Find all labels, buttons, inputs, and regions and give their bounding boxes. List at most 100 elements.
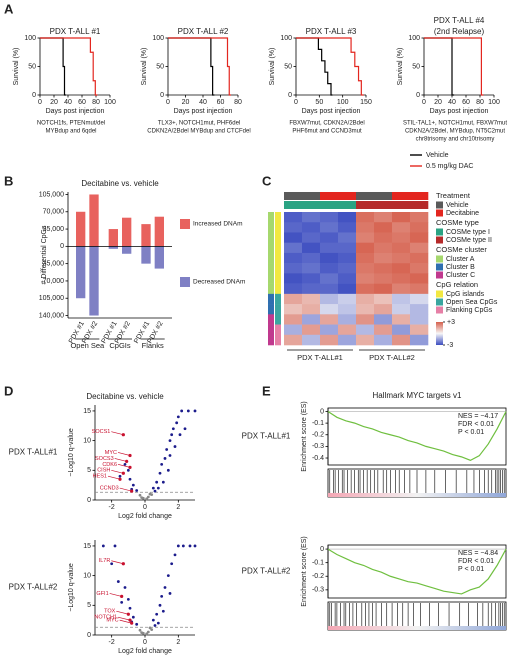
annotation: CDKN2A/2Bdel MYBdup and CTCFdel [147, 129, 250, 135]
y-tick-label: -0.3 [312, 587, 324, 594]
point [163, 457, 167, 460]
point [155, 612, 159, 616]
series-line [424, 37, 484, 96]
y-tick-label: -0.3 [312, 443, 324, 450]
column-annotation [410, 201, 429, 209]
x-tick-label: 40 [448, 99, 456, 106]
heatmap-cell [410, 252, 429, 264]
row-annotation [275, 283, 281, 295]
heatmap-cell [410, 334, 429, 346]
panel-label: E [262, 383, 271, 398]
highlight-leader [111, 431, 124, 436]
heatmap-cell [320, 324, 339, 336]
x-tick-label: -2 [109, 639, 115, 646]
x-tick-label: 2 [176, 504, 180, 511]
legend-label: COSMe type II [446, 237, 492, 244]
highlight-label: CCND3 [100, 486, 119, 492]
x-label: PDX T-ALL#1 [297, 353, 343, 362]
point [175, 421, 179, 425]
heatmap-cell [374, 242, 393, 254]
heatmap-cell [284, 314, 303, 325]
highlight-point [121, 471, 125, 475]
point [160, 462, 164, 466]
heatmap-cell [410, 232, 429, 243]
highlight-label: NOTCH1 [94, 615, 117, 621]
bar [122, 217, 132, 247]
highlight-point [121, 562, 125, 566]
heatmap-cell [284, 324, 303, 336]
point [155, 480, 159, 484]
annotation: STIL-TAL1+, NOTCH1mut, FBXW7mut [403, 121, 507, 127]
y-tick-label: 0 [320, 408, 324, 415]
point [193, 544, 197, 548]
chart-title: PDX T-ALL #2 [178, 27, 229, 36]
heatmap-cell [392, 293, 411, 305]
point [158, 603, 162, 607]
heatmap-cell [302, 212, 321, 223]
y-tick-label: 50 [412, 63, 420, 70]
point [110, 562, 114, 566]
x-tick-label: 80 [234, 99, 242, 106]
annotation: P < 0.01 [458, 429, 484, 436]
heatmap-cell [374, 334, 393, 346]
heatmap-cell [410, 293, 429, 305]
x-axis-label: Days post injection [430, 108, 489, 115]
heatmap-cell [302, 293, 321, 305]
point [116, 580, 120, 583]
chart-title: PDX T-ALL #3 [306, 27, 357, 36]
point [170, 433, 174, 437]
highlight-leader [119, 619, 132, 624]
point [150, 628, 154, 632]
barcode-frame [327, 601, 507, 631]
point [173, 445, 177, 448]
y-tick-label: 5 [87, 602, 91, 609]
point [160, 595, 164, 598]
point [151, 618, 155, 622]
highlight-point [126, 612, 130, 616]
x-tick-label: 80 [92, 99, 100, 106]
row-annotation [268, 252, 274, 264]
highlight-label: MYC [105, 450, 117, 456]
annotation: FDR < 0.01 [458, 558, 494, 565]
y-axis-label: Survival (%) [13, 48, 20, 86]
group-label: Open Sea [70, 341, 105, 350]
highlight-point [121, 433, 125, 437]
heatmap-cell [320, 304, 339, 315]
column-annotation [392, 201, 411, 209]
y-tick-label: 0 [416, 92, 420, 99]
panel-label: D [4, 383, 13, 398]
heatmap-cell [320, 293, 339, 305]
heatmap-cell [410, 242, 429, 254]
legend-swatch [436, 236, 443, 244]
heatmap-cell [392, 252, 411, 264]
y-tick-label: 0 [160, 92, 164, 99]
heatmap-cell [302, 334, 321, 346]
heatmap-cell [320, 242, 339, 254]
point [170, 562, 174, 566]
point [166, 468, 170, 472]
legend-swatch [180, 277, 190, 287]
point [123, 586, 127, 589]
row-annotation [275, 293, 281, 305]
heatmap-cell [392, 324, 411, 336]
highlight-label: TOX [104, 609, 116, 615]
x-tick-label: 100 [104, 99, 116, 106]
heatmap-cell [302, 232, 321, 243]
annotation: chr8trisomy and chr10trisomy [416, 137, 495, 143]
group-label: CpGIs [109, 341, 131, 350]
heatmap-cell [284, 242, 303, 254]
point [178, 433, 182, 437]
column-annotation [356, 192, 375, 200]
highlight-leader [109, 593, 122, 597]
x-axis-label: Days post injection [46, 108, 105, 115]
x-tick-label: 20 [434, 99, 442, 106]
row-annotation [275, 232, 281, 243]
legend-swatch [436, 228, 443, 236]
chart-subtitle: (2nd Relapse) [434, 27, 485, 36]
point [163, 586, 167, 589]
point [150, 493, 154, 497]
series-line [40, 37, 66, 96]
row-annotation [268, 242, 274, 254]
point [148, 626, 152, 630]
